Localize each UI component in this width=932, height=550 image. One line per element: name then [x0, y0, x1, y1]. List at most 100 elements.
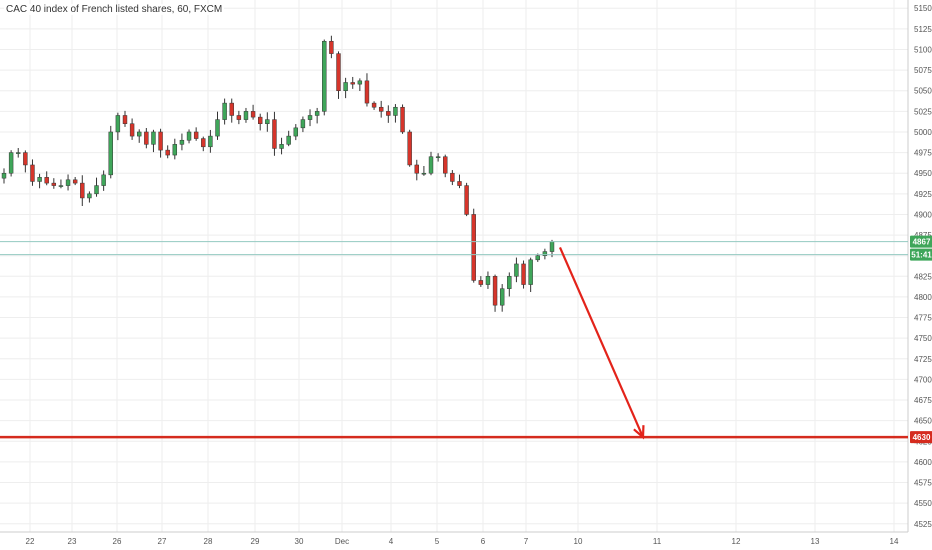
y-tick-label: 4525: [914, 520, 932, 529]
candle-up: [357, 80, 363, 85]
candle-up: [8, 152, 14, 174]
target-price-badge: [910, 431, 932, 444]
candle-down: [201, 138, 206, 148]
candle-up: [435, 156, 441, 158]
candle-down: [250, 111, 256, 118]
candle-up: [300, 119, 306, 129]
candle-down: [457, 181, 462, 186]
x-tick-label: 29: [251, 537, 260, 546]
candle-down: [236, 115, 242, 120]
y-tick-label: 5000: [914, 128, 932, 137]
candle-up: [528, 259, 533, 285]
candle-up: [16, 152, 21, 154]
x-tick-label: 10: [574, 537, 583, 546]
x-tick-label: 26: [113, 537, 122, 546]
y-tick-label: 4950: [914, 169, 932, 178]
candle-up: [322, 40, 327, 112]
candle-down: [478, 280, 484, 285]
current-price-badge-label: 4867: [913, 238, 931, 247]
candle-down: [44, 177, 49, 184]
candle-down: [272, 119, 277, 149]
candle-up: [215, 119, 220, 137]
candle-down: [364, 80, 370, 104]
candle-down: [471, 214, 476, 281]
candle-down: [129, 123, 135, 137]
candle-down: [400, 106, 405, 133]
candle-down: [371, 102, 377, 108]
candle-down: [492, 276, 498, 306]
y-tick-label: 4750: [914, 334, 932, 343]
y-tick-label: 5050: [914, 87, 932, 96]
candle-down: [407, 131, 412, 166]
x-tick-label: 23: [68, 537, 77, 546]
candle-down: [329, 40, 334, 54]
x-tick-label: 12: [732, 537, 741, 546]
y-tick-label: 4875: [914, 231, 932, 240]
candle-up: [65, 179, 71, 186]
chart-title: CAC 40 index of French listed shares, 60…: [4, 4, 225, 15]
candle-up: [115, 115, 121, 133]
candle-down: [51, 182, 57, 186]
candle-down: [258, 116, 263, 124]
y-tick-label: 4800: [914, 293, 932, 302]
x-tick-label: 28: [204, 537, 213, 546]
y-tick-label: 4775: [914, 314, 932, 323]
candle-up: [507, 276, 512, 289]
candle-up: [542, 251, 548, 256]
candle-down: [443, 156, 448, 174]
candle-up: [343, 82, 348, 91]
y-tick-label: 4700: [914, 375, 932, 384]
y-tick-label: 4925: [914, 190, 932, 199]
candle-down: [30, 164, 35, 182]
candle-up: [37, 177, 42, 182]
current-price-badge: [910, 235, 932, 248]
candle-down: [414, 164, 419, 174]
countdown-badge: [910, 248, 932, 261]
x-tick-label: 6: [481, 537, 486, 546]
x-tick-label: 4: [389, 537, 394, 546]
candle-up: [293, 127, 298, 137]
y-tick-label: 4825: [914, 272, 932, 281]
candle-down: [80, 182, 85, 199]
candle-up: [279, 144, 284, 149]
x-tick-label: Dec: [335, 537, 349, 546]
candle-up: [208, 135, 213, 148]
candle-up: [151, 131, 156, 145]
y-tick-label: 4675: [914, 396, 932, 405]
candle-up: [108, 131, 113, 176]
y-tick-label: 4600: [914, 458, 932, 467]
x-tick-label: 30: [295, 537, 304, 546]
candle-up: [1, 172, 7, 179]
candle-down: [229, 102, 234, 116]
candle-up: [94, 185, 99, 195]
candle-down: [165, 149, 170, 156]
x-tick-label: 27: [158, 537, 167, 546]
candle-up: [499, 288, 505, 306]
annotations: 4867 51:41 4630: [0, 235, 932, 444]
x-tick-label: 7: [524, 537, 529, 546]
countdown-badge-label: 51:41: [911, 251, 932, 260]
y-tick-label: 4550: [914, 499, 932, 508]
y-tick-label: 4900: [914, 210, 932, 219]
x-tick-label: 11: [653, 537, 662, 546]
candlesticks: [1, 35, 555, 312]
candle-up: [58, 185, 64, 187]
candle-up: [535, 255, 540, 261]
candle-up: [243, 111, 249, 120]
y-tick-label: 5025: [914, 107, 932, 116]
candle-down: [378, 106, 384, 112]
x-tick-label: 14: [890, 537, 899, 546]
candle-down: [144, 131, 149, 145]
candle-up: [314, 111, 320, 116]
candle-down: [521, 263, 526, 285]
target-price-badge-label: 4630: [913, 433, 931, 442]
candle-up: [549, 241, 555, 252]
candle-down: [350, 82, 355, 85]
candle-up: [286, 135, 291, 145]
y-tick-label: 4975: [914, 149, 932, 158]
candle-up: [222, 102, 227, 120]
candle-up: [137, 131, 142, 137]
candle-up: [265, 119, 270, 124]
